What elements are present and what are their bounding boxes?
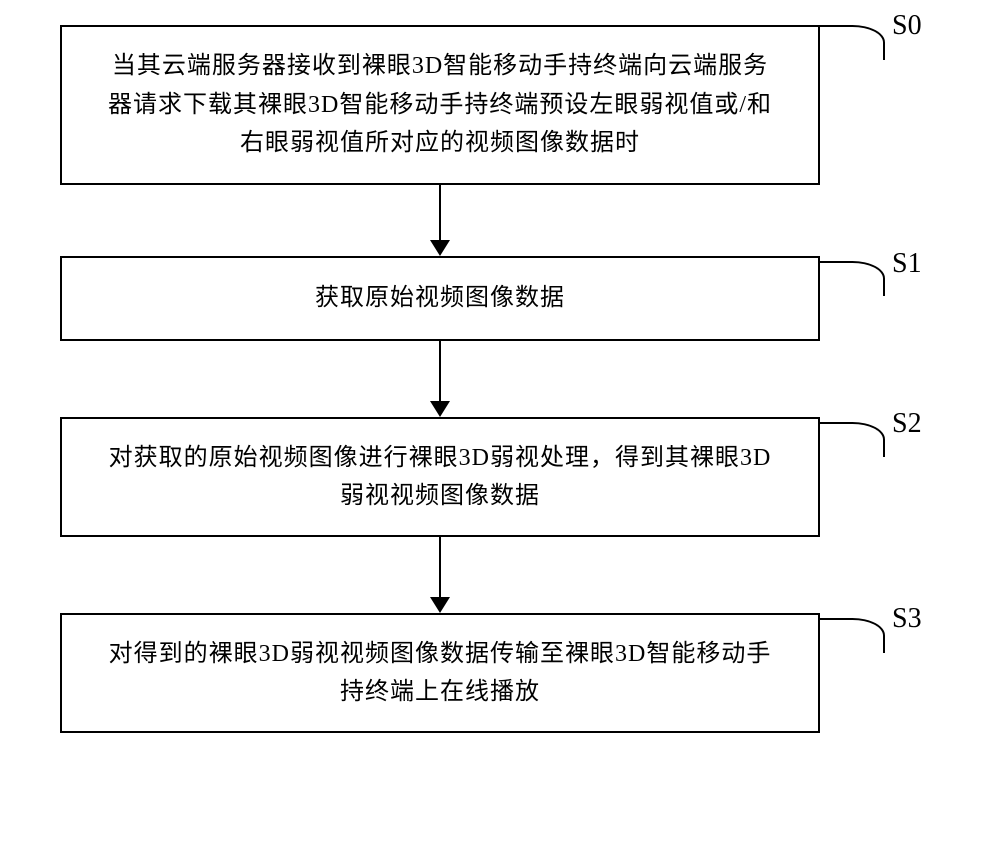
step-text: 对获取的原始视频图像进行裸眼3D弱视处理，得到其裸眼3D弱视视频图像数据 — [102, 439, 778, 516]
label-leader-s1 — [820, 261, 885, 296]
step-label-s3: S3 — [892, 603, 922, 635]
label-leader-s2 — [820, 422, 885, 457]
arrow-line — [439, 341, 441, 401]
flowchart-step-s0: 当其云端服务器接收到裸眼3D智能移动手持终端向云端服务器请求下载其裸眼3D智能移… — [60, 25, 820, 185]
step-text: 对得到的裸眼3D弱视视频图像数据传输至裸眼3D智能移动手持终端上在线播放 — [102, 635, 778, 712]
arrow-line — [439, 185, 441, 240]
step-label-s1: S1 — [892, 248, 922, 280]
arrow-line — [439, 537, 441, 597]
step-label-s0: S0 — [892, 10, 922, 42]
connector-s1-s2 — [60, 341, 820, 417]
arrow-head-icon — [430, 597, 450, 613]
step-text: 获取原始视频图像数据 — [315, 279, 565, 317]
step-label-s2: S2 — [892, 408, 922, 440]
flowchart-step-s3: 对得到的裸眼3D弱视视频图像数据传输至裸眼3D智能移动手持终端上在线播放 — [60, 613, 820, 733]
step-text: 当其云端服务器接收到裸眼3D智能移动手持终端向云端服务器请求下载其裸眼3D智能移… — [102, 47, 778, 162]
connector-s2-s3 — [60, 537, 820, 613]
flowchart-step-s1: 获取原始视频图像数据 — [60, 256, 820, 341]
arrow-head-icon — [430, 401, 450, 417]
flowchart-container: 当其云端服务器接收到裸眼3D智能移动手持终端向云端服务器请求下载其裸眼3D智能移… — [50, 25, 850, 733]
connector-s0-s1 — [60, 185, 820, 256]
label-leader-s3 — [820, 618, 885, 653]
label-leader-s0 — [820, 25, 885, 60]
flowchart-step-s2: 对获取的原始视频图像进行裸眼3D弱视处理，得到其裸眼3D弱视视频图像数据 — [60, 417, 820, 537]
arrow-head-icon — [430, 240, 450, 256]
